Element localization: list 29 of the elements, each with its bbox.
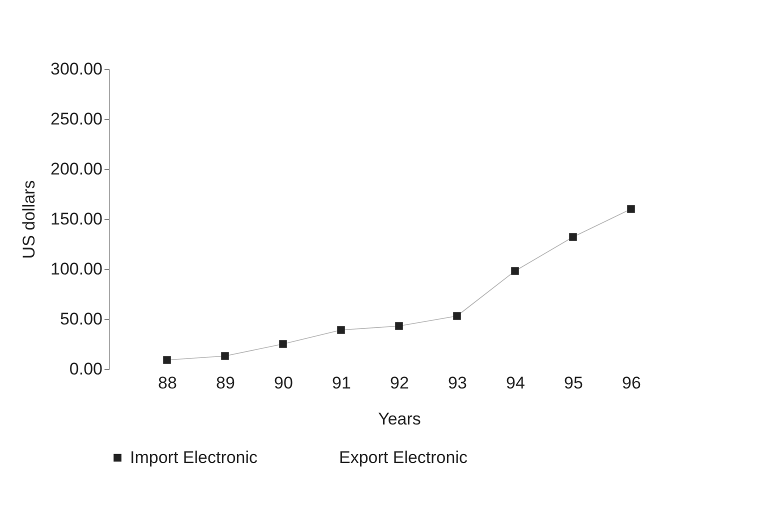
x-tick-label: 92 [390, 374, 409, 392]
y-tick-label: 200.00 [50, 160, 102, 178]
x-axis-title: Years [378, 410, 421, 428]
y-tick-label: 150.00 [50, 210, 102, 228]
x-tick-label: 96 [622, 374, 641, 392]
y-tick-label: 0.00 [69, 360, 102, 378]
point [395, 322, 403, 330]
point [511, 267, 519, 275]
x-tick-label: 94 [506, 374, 525, 392]
x-tick-label: 88 [158, 374, 177, 392]
y-tick-label: 250.00 [50, 110, 102, 128]
x-tick-label: 90 [274, 374, 293, 392]
x-tick-label: 89 [216, 374, 235, 392]
legend-label: Import Electronic [130, 448, 258, 467]
text: Export Electronic [339, 448, 468, 467]
y-tick-label: 300.00 [50, 60, 102, 78]
y-tick-label: 100.00 [50, 260, 102, 278]
x-tick-label: 95 [564, 374, 583, 392]
point [569, 233, 577, 241]
y-tick-label: 50.00 [60, 310, 102, 328]
point [163, 356, 171, 364]
x-tick-label: 91 [332, 374, 351, 392]
point [221, 352, 229, 360]
point [453, 312, 461, 320]
y-axis-title: US dollars [20, 180, 39, 259]
x-tick-label: 93 [448, 374, 467, 392]
point [337, 326, 345, 334]
point [627, 205, 635, 213]
point [279, 340, 287, 348]
